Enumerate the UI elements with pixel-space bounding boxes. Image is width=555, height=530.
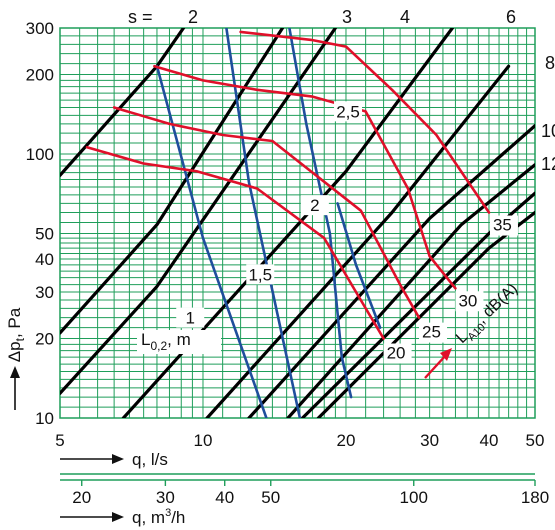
x2-label-part: q, m [132, 508, 165, 527]
x-tick-label: 10 [194, 431, 213, 450]
sound-lines [85, 30, 491, 340]
slot-setting-prefix: s = [128, 7, 153, 27]
x2-axis-arrowhead [112, 512, 124, 522]
throw-label-bg [176, 307, 205, 328]
sound-label-20: 20 [387, 344, 406, 363]
slot-label-2: 2 [188, 7, 198, 27]
x2-tick-label: 100 [400, 488, 428, 507]
x2-tick-label: 30 [156, 488, 175, 507]
x-tick-label: 40 [480, 431, 499, 450]
x-axis-label: q, l/s [132, 450, 168, 469]
sound-legend-arrowhead [440, 348, 452, 361]
slot-label-6: 6 [506, 7, 516, 27]
sound-label-bg [455, 291, 484, 312]
y-label-suffix: , Pa [5, 307, 24, 338]
throw-label-1: 1 [185, 309, 194, 328]
throw-line-2,5 [336, 202, 382, 329]
sound-legend-arrow-line [424, 353, 448, 379]
x2-label-part: /h [171, 508, 185, 527]
sound-line-25 [112, 106, 421, 319]
y-tick-label: 30 [35, 283, 54, 302]
throw-label-bg [334, 101, 363, 122]
throw-line-1,5 [225, 28, 302, 418]
slot-label-3: 3 [342, 7, 352, 27]
throw-label-bg [300, 195, 329, 216]
throw-line-2 [288, 28, 353, 399]
y-label-main: Δp [5, 341, 24, 362]
slot-label-10: 10 [541, 121, 555, 141]
throw-label-bg [246, 264, 275, 285]
x2-tick-label: 50 [261, 488, 280, 507]
y-tick-label: 100 [26, 145, 54, 164]
throw-label-1,5: 1,5 [248, 265, 272, 284]
throw-line-1 [155, 64, 268, 418]
x-tick-label: 5 [55, 431, 64, 450]
slot-line-12 [286, 163, 535, 418]
y-tick-label: 50 [35, 224, 54, 243]
throw-label-2,5: 2,5 [336, 102, 360, 121]
x-axis-arrowhead [112, 454, 124, 464]
slot-line-10 [247, 124, 535, 418]
slot-label-4: 4 [400, 7, 410, 27]
y-tick-label: 20 [35, 330, 54, 349]
bottom-axes: q, l/s 20 30 40 50 100 180 q, m3/h [60, 450, 549, 527]
x2-label-part: 3 [165, 507, 171, 519]
y-tick-label: 300 [26, 19, 54, 38]
sound-label-bg [489, 215, 518, 236]
sound-label-bg [383, 343, 412, 364]
y-axis-label: Δpt, Pa [5, 307, 27, 362]
sound-line-35 [239, 30, 491, 214]
y-tick-label: 40 [35, 250, 54, 269]
x-tick-label: 30 [420, 431, 439, 450]
throw-label-2: 2 [310, 196, 319, 215]
sound-label-35: 35 [493, 216, 512, 235]
x2-tick-label: 180 [521, 488, 549, 507]
y-label-sub: t [13, 337, 27, 341]
x-tick-label: 50 [526, 431, 545, 450]
sound-label-25: 25 [422, 323, 441, 342]
slot-line-3 [60, 28, 285, 335]
x2-tick-label: 40 [215, 488, 234, 507]
slot-line-8 [316, 210, 535, 418]
y-axis-arrowhead [10, 366, 20, 378]
slot-label-12: 12 [541, 154, 555, 174]
throw-legend: L0,2, m [141, 330, 191, 353]
sound-label-bg [419, 322, 448, 343]
y-tick-label: 200 [26, 65, 54, 84]
slot-line-4 [60, 28, 337, 395]
sound-line-20 [85, 146, 385, 340]
throw-legend-part: L [141, 330, 150, 349]
x2-tick-label: 20 [72, 488, 91, 507]
slot-line-2 [60, 28, 186, 177]
slot-label-8: 8 [545, 53, 555, 73]
x-tick-label: 20 [337, 431, 356, 450]
throw-legend-bg [137, 330, 221, 354]
sound-line-30 [153, 64, 457, 290]
y-tick-label: 10 [35, 409, 54, 428]
labels: 234681012s = 11,522,5L0,2, m20253035LA10… [128, 7, 555, 379]
throw-legend-part: , m [167, 330, 191, 349]
x2-axis-label: q, m3/h [132, 507, 185, 527]
sound-label-30: 30 [458, 291, 477, 310]
slot-line-7 [300, 191, 535, 418]
slot-line-8 [205, 64, 511, 418]
plot-frame [59, 27, 536, 419]
throw-legend-part: 0,2 [150, 339, 167, 353]
